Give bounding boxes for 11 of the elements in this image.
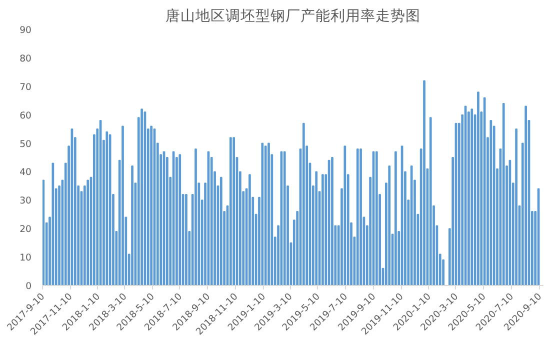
y-tick-label: 0 <box>26 281 32 292</box>
chart-title: 唐山地区调坯型钢厂产能利用率走势图 <box>166 8 420 24</box>
y-tick-label: 80 <box>20 53 32 64</box>
y-tick-label: 20 <box>20 224 32 236</box>
y-tick-label: 10 <box>20 252 32 264</box>
y-tick-label: 30 <box>20 196 32 207</box>
y-tick-label: 50 <box>20 138 32 150</box>
y-tick-label: 90 <box>20 25 32 36</box>
y-tick-label: 40 <box>20 167 32 178</box>
y-tick-label: 70 <box>20 82 32 93</box>
y-tick-label: 60 <box>20 110 32 122</box>
